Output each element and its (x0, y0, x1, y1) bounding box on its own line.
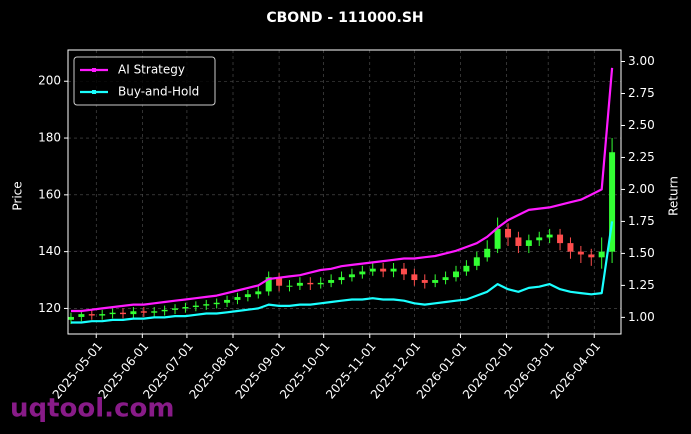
candle-body (505, 228, 512, 238)
candle-body (484, 248, 491, 258)
candle-body (224, 299, 231, 303)
y-tick-label: 120 (38, 301, 61, 315)
candle-body (307, 282, 314, 285)
candle-body (328, 280, 335, 283)
candle-body (390, 268, 397, 272)
candle-body (411, 274, 418, 281)
candle-body (203, 304, 210, 306)
candle-body (234, 297, 241, 300)
y2-tick-label: 3.00 (628, 54, 655, 68)
legend-marker (92, 90, 96, 94)
y2-tick-label: 2.25 (628, 150, 655, 164)
candle-body (515, 237, 522, 246)
candle-body (536, 237, 543, 241)
candle-body (172, 308, 179, 310)
candle-body (421, 280, 428, 283)
chart-title: CBOND - 111000.SH (266, 10, 423, 26)
candle-body (577, 251, 584, 255)
candle-body (359, 271, 366, 275)
legend: AI Strategy Buy-and-Hold (73, 56, 216, 106)
candle-body (567, 243, 574, 252)
candle-body (140, 311, 147, 313)
candle-body (182, 307, 189, 309)
y2-tick-label: 2.75 (628, 86, 655, 100)
y-tick-label: 200 (38, 74, 61, 88)
y2-tick-label: 1.25 (628, 278, 655, 292)
candle-body (546, 234, 553, 238)
y-tick-label: 180 (38, 131, 61, 145)
y-tick-label: 160 (38, 187, 61, 201)
candle-body (276, 277, 283, 286)
y2-tick-label: 1.00 (628, 310, 655, 324)
plot-frame (67, 49, 622, 335)
candle-body (598, 251, 605, 258)
y-tick-label: 140 (38, 244, 61, 258)
candle-body (380, 268, 387, 272)
y2-axis-label: Return (667, 176, 681, 216)
candle-body (442, 277, 449, 281)
legend-label: AI Strategy (118, 63, 185, 77)
candle-body (525, 240, 532, 246)
legend-label: Buy-and-Hold (118, 85, 199, 99)
y2-tick-label: 1.75 (628, 214, 655, 228)
y2-tick-label: 2.00 (628, 182, 655, 196)
candle-body (99, 314, 106, 316)
y-axis-label: Price (11, 181, 25, 210)
y2-tick-label: 1.50 (628, 246, 655, 260)
candle-body (432, 280, 439, 283)
candle-body (130, 311, 137, 315)
candle-body (400, 268, 407, 275)
candle-body (78, 314, 85, 317)
candle-body (473, 257, 480, 266)
candle-body (609, 152, 616, 252)
candle-body (588, 254, 595, 258)
candle-body (369, 268, 376, 272)
candle-body (161, 309, 168, 312)
legend-box (73, 56, 216, 106)
candle-body (296, 282, 303, 286)
candle-body (192, 305, 199, 308)
candle-body (317, 282, 324, 285)
candle-body (109, 312, 116, 315)
candle-body (338, 277, 345, 281)
candle-body (88, 314, 95, 316)
watermark: uqtool.com (10, 394, 174, 424)
candle-body (255, 291, 262, 295)
candle-body (213, 302, 220, 305)
series-line (71, 67, 614, 313)
candle-body (286, 285, 293, 287)
candle-body (151, 311, 158, 313)
candle-body (463, 265, 470, 272)
candle-body (348, 274, 355, 278)
candle-body (452, 271, 459, 278)
candle-body (244, 294, 251, 298)
legend-marker (92, 68, 96, 72)
y2-tick-label: 2.50 (628, 118, 655, 132)
candle-body (494, 228, 501, 249)
series-line (71, 221, 614, 324)
candle-body (557, 234, 564, 244)
candle-body (120, 312, 127, 315)
candle-body (67, 316, 74, 320)
candle-body (265, 277, 272, 292)
